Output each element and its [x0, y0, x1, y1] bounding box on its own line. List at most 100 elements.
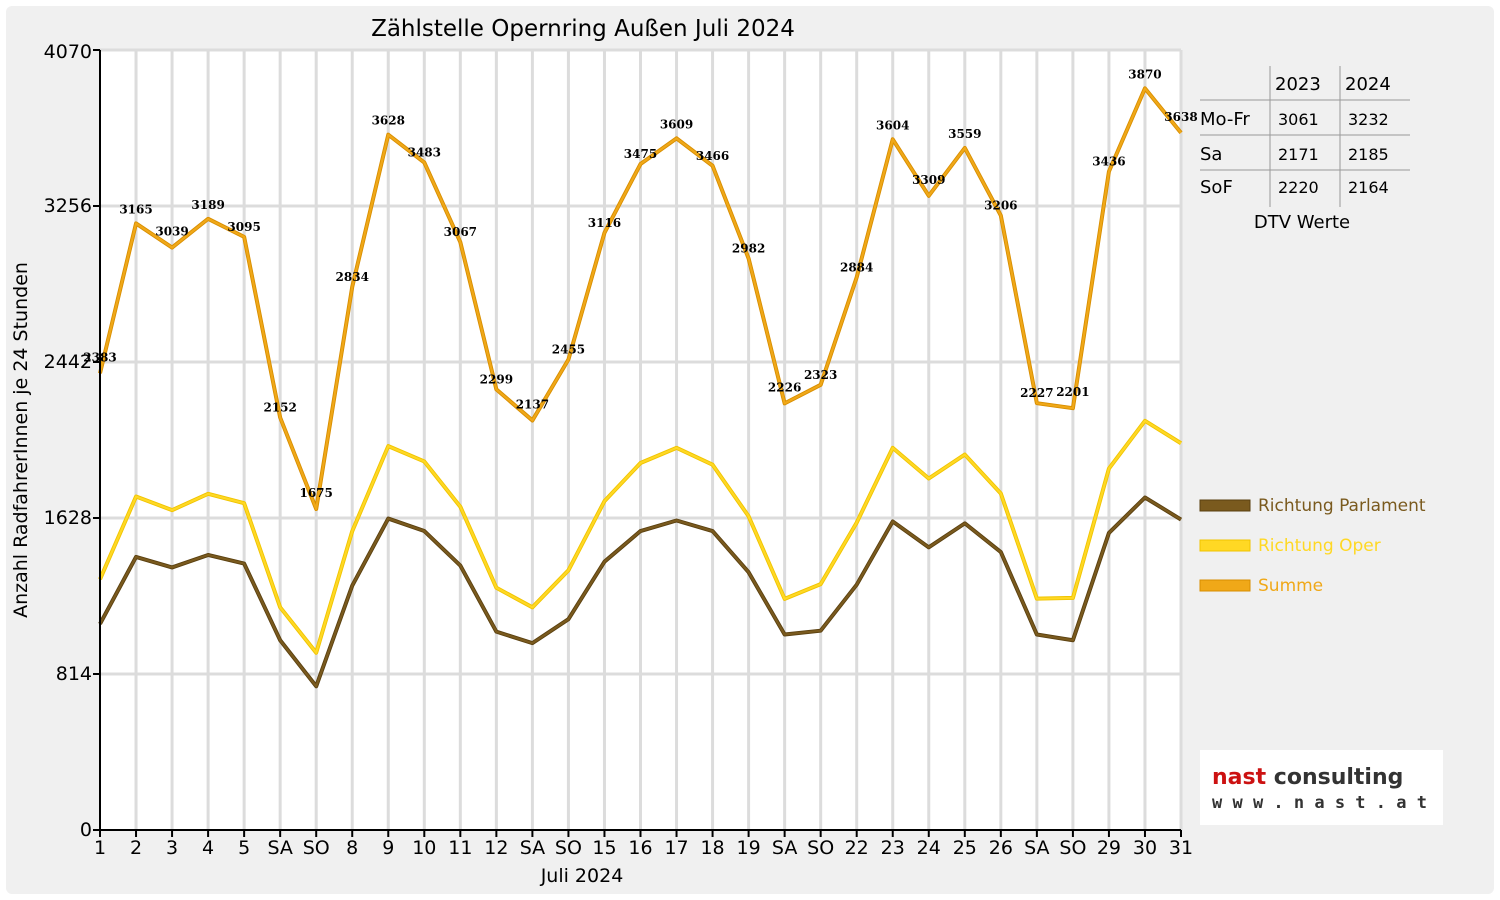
data-label: 3609: [660, 117, 693, 131]
x-tick-label: 12: [484, 837, 508, 859]
legend: Richtung Parlament Richtung Oper Summe: [1199, 496, 1426, 596]
data-label: 3189: [191, 198, 224, 212]
data-label: 3095: [227, 220, 260, 234]
data-label: 3604: [876, 118, 909, 132]
data-label: 2137: [516, 397, 549, 411]
data-label: 3309: [912, 173, 945, 187]
grid-lines: [100, 48, 1183, 830]
x-tick-label: 23: [881, 837, 905, 859]
table-header-2023: 2023: [1275, 74, 1321, 95]
data-label: 2227: [1020, 386, 1053, 400]
legend-swatch: [1199, 579, 1251, 592]
data-label: 3638: [1164, 110, 1197, 124]
x-tick-label: SA: [772, 837, 797, 859]
table-cell: 2185: [1348, 145, 1389, 164]
x-tick-label: 3: [166, 837, 178, 859]
x-tick-label: 4: [202, 837, 214, 859]
data-label: 3628: [372, 114, 405, 128]
legend-label: Richtung Parlament: [1258, 496, 1426, 516]
y-tick-label: 814: [56, 663, 92, 685]
data-label: 2152: [263, 401, 296, 415]
x-tick-label: 1: [94, 837, 106, 859]
chart-title: Zählstelle Opernring Außen Juli 2024: [371, 16, 795, 42]
x-tick-label: 22: [845, 837, 869, 859]
data-label: 3436: [1092, 155, 1125, 169]
company-logo: nast consulting w w w . n a s t . a t: [1200, 750, 1443, 825]
data-label: 3067: [444, 225, 477, 239]
series-line-0: [99, 496, 1182, 688]
data-label: 3165: [119, 202, 152, 216]
table-cell: 3232: [1348, 110, 1389, 129]
data-label: 2982: [732, 242, 765, 256]
data-label: 3466: [696, 149, 729, 163]
legend-label: Richtung Oper: [1258, 536, 1381, 556]
table-cell: 3061: [1278, 110, 1319, 129]
series-layer: [98, 86, 1183, 689]
x-tick-label: SA: [520, 837, 545, 859]
x-tick-label: SO: [807, 837, 834, 859]
table-row-label: Sa: [1200, 144, 1222, 165]
data-label: 2323: [804, 368, 837, 382]
data-label: 3483: [408, 145, 441, 159]
table-row-label: SoF: [1200, 177, 1233, 198]
y-tick-label: 3256: [44, 195, 92, 217]
table-cell: 2171: [1278, 145, 1319, 164]
y-tick-label: 1628: [44, 507, 92, 529]
y-axis-label: Anzahl RadfahrerInnen je 24 Stunden: [10, 262, 32, 618]
x-tick-label: 5: [238, 837, 250, 859]
x-tick-label: 15: [592, 837, 616, 859]
table-cell: 2220: [1278, 178, 1319, 197]
legend-swatch: [1199, 539, 1251, 552]
x-tick-label: SA: [267, 837, 292, 859]
data-label: 1675: [299, 486, 332, 500]
y-tick-label: 4070: [44, 41, 92, 63]
x-tick-label: 9: [382, 837, 394, 859]
logo-url: w w w . n a s t . a t: [1212, 793, 1427, 813]
x-tick-label: 18: [700, 837, 724, 859]
x-tick-label: 19: [737, 837, 761, 859]
x-axis-label: Juli 2024: [540, 865, 624, 887]
data-label: 3559: [948, 127, 981, 141]
x-tick-label: SO: [555, 837, 582, 859]
table-header-2024: 2024: [1345, 74, 1391, 95]
legend-swatch: [1199, 499, 1251, 512]
x-tick-label: 24: [917, 837, 941, 859]
data-label: 3475: [624, 147, 657, 161]
x-tick-label: 17: [664, 837, 688, 859]
x-tick-label: 16: [628, 837, 652, 859]
x-tick-label: 30: [1133, 837, 1157, 859]
x-tick-label: 8: [346, 837, 358, 859]
x-tick-label: 31: [1169, 837, 1193, 859]
dtv-table: 2023 2024 Mo-Fr 3061 3232 Sa 2171 2185 S…: [1200, 66, 1410, 233]
x-tick-label: 11: [448, 837, 472, 859]
x-tick-label: 26: [989, 837, 1013, 859]
x-tick-label: 25: [953, 837, 977, 859]
logo-text: nast consulting: [1212, 765, 1403, 790]
x-tick-label: SO: [303, 837, 330, 859]
x-tick-label: SA: [1024, 837, 1049, 859]
data-label: 2884: [840, 260, 873, 274]
data-label: 3870: [1128, 67, 1161, 81]
data-label: 2834: [336, 270, 369, 284]
data-labels: 2383316530393189309521521675283436283483…: [83, 67, 1197, 500]
x-tick-label: 10: [412, 837, 436, 859]
x-tick-label: 29: [1097, 837, 1121, 859]
data-label: 3039: [155, 225, 188, 239]
data-label: 2201: [1056, 385, 1089, 399]
y-tick-label: 2442: [44, 351, 92, 373]
x-tick-label: 2: [130, 837, 142, 859]
data-label: 2299: [480, 372, 513, 386]
table-row-label: Mo-Fr: [1200, 109, 1250, 130]
table-cell: 2164: [1348, 178, 1389, 197]
legend-label: Summe: [1258, 576, 1323, 596]
data-label: 3116: [588, 216, 621, 230]
series-line-2: [98, 87, 1182, 511]
data-label: 2226: [768, 380, 801, 394]
series-line-1: [98, 419, 1182, 654]
table-caption: DTV Werte: [1254, 212, 1350, 233]
data-label: 3206: [984, 199, 1017, 213]
x-tick-label: SO: [1059, 837, 1086, 859]
y-tick-label: 0: [80, 819, 92, 841]
